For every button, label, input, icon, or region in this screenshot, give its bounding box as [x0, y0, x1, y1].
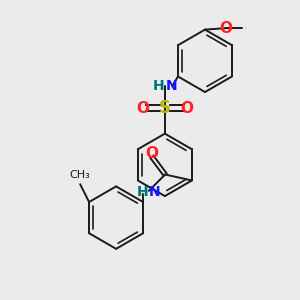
Text: O: O: [181, 101, 194, 116]
Text: H: H: [136, 185, 148, 200]
Text: S: S: [159, 99, 171, 117]
Text: CH₃: CH₃: [70, 170, 91, 180]
Text: N: N: [166, 79, 177, 93]
Text: O: O: [145, 146, 158, 161]
Text: H: H: [152, 79, 164, 93]
Text: O: O: [136, 101, 149, 116]
Text: O: O: [219, 21, 232, 36]
Text: N: N: [148, 185, 160, 200]
